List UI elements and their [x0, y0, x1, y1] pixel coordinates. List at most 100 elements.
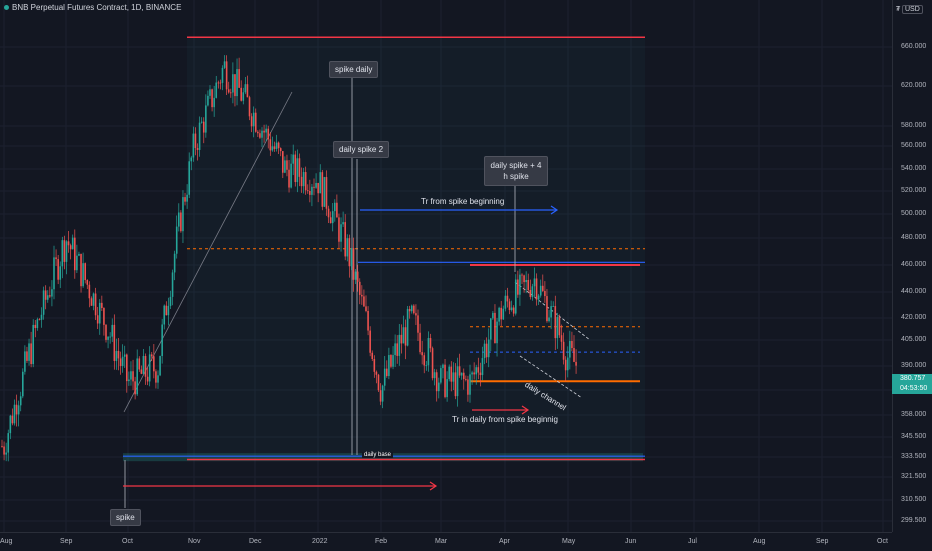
price-tick-label: 560.000	[901, 142, 927, 149]
candle-body	[456, 366, 459, 397]
time-axis[interactable]: Aug Sep Oct Nov Dec 2022 Feb Mar Apr May Jun Jul Aug…	[0, 532, 892, 551]
candle-body	[521, 274, 523, 276]
candle-body	[232, 74, 234, 93]
candle-body	[535, 278, 538, 300]
candle-body	[30, 343, 32, 365]
candle-body	[302, 172, 305, 187]
candle-body	[209, 89, 211, 96]
candlestick-series	[1, 55, 577, 462]
candle-body	[55, 257, 57, 260]
candle-body	[140, 369, 143, 374]
candle-body	[225, 61, 228, 90]
daily-spike-2-label[interactable]: daily spike 2	[333, 141, 390, 158]
candle-body	[190, 157, 193, 162]
candle-body	[163, 305, 166, 325]
candle-body	[375, 371, 378, 375]
candle-body	[408, 308, 411, 312]
candle-body	[527, 279, 530, 290]
candle-body	[180, 212, 182, 232]
price-tick-label: 299.500	[901, 517, 927, 524]
candle-body	[13, 404, 16, 424]
candle-body	[358, 281, 361, 295]
candle-body	[554, 306, 557, 339]
candle-body	[188, 161, 190, 195]
candle-body	[277, 142, 280, 149]
candle-body	[323, 177, 326, 207]
candle-body	[230, 92, 232, 94]
candle-body	[105, 324, 107, 340]
candle-body	[115, 350, 118, 361]
candle-body	[329, 217, 332, 224]
candle-body	[331, 211, 334, 224]
candle-body	[413, 305, 415, 314]
candle-body	[367, 310, 369, 331]
candle-body	[400, 334, 403, 344]
candle-body	[153, 356, 155, 372]
candle-body	[514, 279, 517, 314]
candle-body	[159, 356, 161, 376]
candle-body	[261, 130, 263, 138]
candle-body	[22, 371, 24, 397]
current-price-tag: 380.757	[892, 374, 932, 384]
candle-body	[494, 312, 496, 344]
candle-body	[552, 306, 554, 307]
candle-body	[573, 348, 575, 362]
tr-from-spike-label[interactable]: Tr from spike beginning	[421, 197, 505, 206]
candle-body	[425, 365, 428, 367]
candle-body	[119, 358, 122, 366]
candle-body	[404, 327, 407, 346]
candle-body	[423, 355, 426, 366]
candle-body	[483, 343, 486, 359]
tr-in-daily-label[interactable]: Tr in daily from spike beginnig	[452, 415, 558, 424]
candle-body	[300, 176, 303, 187]
price-axis[interactable]: 660.000 620.000 580.000 560.000 540.000 520.0…	[892, 0, 932, 532]
candle-body	[242, 92, 245, 101]
candle-body	[487, 339, 490, 358]
time-tick-label: 2022	[312, 538, 328, 545]
candle-body	[80, 253, 82, 287]
candle-body	[198, 122, 201, 150]
candle-body	[460, 372, 463, 376]
candle-body	[342, 222, 344, 225]
candle-body	[186, 194, 188, 202]
candle-body	[284, 160, 286, 173]
candle-body	[377, 374, 380, 391]
candle-body	[496, 321, 498, 344]
candle-body	[71, 237, 74, 250]
candle-body	[508, 301, 511, 311]
candle-body	[157, 375, 159, 383]
price-chart[interactable]	[0, 0, 892, 532]
candle-body	[546, 296, 548, 322]
candle-body	[306, 190, 309, 192]
candle-body	[550, 306, 552, 318]
price-tick-label: 310.500	[901, 496, 927, 503]
time-tick-label: Oct	[122, 538, 133, 545]
candle-body	[309, 190, 311, 195]
candle-body	[9, 415, 12, 434]
candle-body	[171, 272, 174, 297]
candle-body	[325, 177, 328, 209]
daily-spike-4h-label[interactable]: daily spike + 4 h spike	[484, 156, 548, 186]
candle-body	[173, 253, 176, 273]
candle-body	[435, 372, 438, 392]
candle-body	[498, 307, 500, 322]
channel-bottom-line	[519, 355, 583, 399]
live-status-icon	[4, 5, 9, 11]
candle-body	[184, 197, 186, 202]
candle-body	[236, 69, 238, 97]
candle-body	[227, 89, 230, 93]
spike-label[interactable]: spike	[110, 509, 141, 526]
candle-body	[34, 324, 37, 329]
spike-daily-label[interactable]: spike daily	[329, 61, 379, 78]
currency-badge[interactable]: USD	[902, 5, 923, 14]
candle-body	[265, 128, 267, 133]
candle-body	[469, 374, 471, 395]
candle-body	[273, 146, 276, 149]
time-tick-label: Dec	[249, 538, 262, 545]
candle-body	[161, 324, 163, 357]
candle-body	[388, 355, 390, 377]
daily-base-label[interactable]: daily base	[362, 452, 394, 458]
candle-body	[458, 366, 461, 376]
candle-body	[67, 241, 70, 246]
candle-body	[327, 208, 330, 218]
